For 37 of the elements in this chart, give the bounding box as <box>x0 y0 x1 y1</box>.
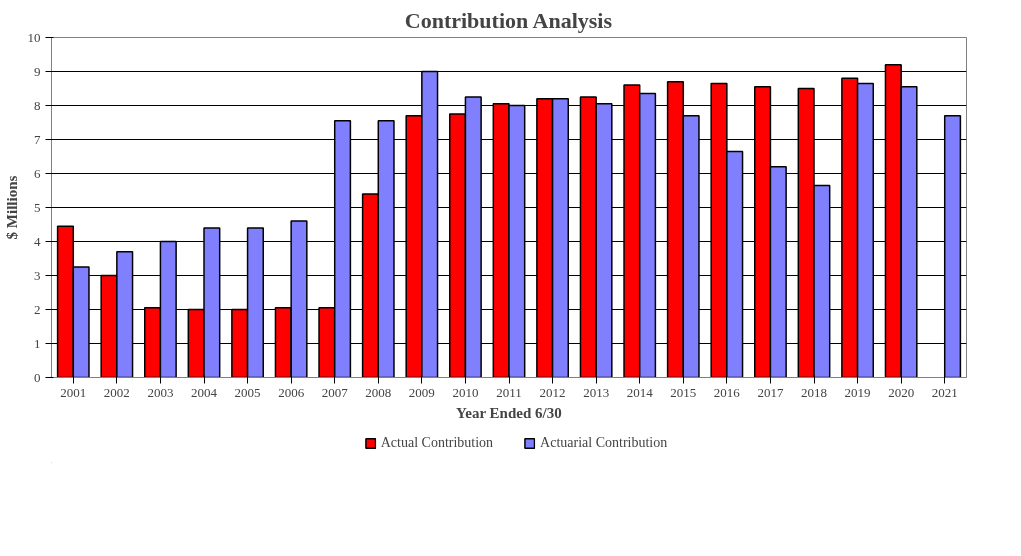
y-tick-label: 7 <box>34 131 41 147</box>
x-tick-label: 2014 <box>626 384 654 400</box>
x-tick-label: 2003 <box>147 384 174 400</box>
x-tick-label: 2016 <box>713 384 741 400</box>
chart-title: Contribution Analysis <box>404 7 613 33</box>
x-tick-label: 2009 <box>408 384 435 400</box>
legend-label: Actual Contribution <box>380 435 494 451</box>
y-tick-label: 6 <box>34 165 41 181</box>
x-axis-title: Year Ended 6/30 <box>456 404 562 421</box>
x-tick-label: 2006 <box>278 384 305 400</box>
y-tick-label: 4 <box>34 233 41 249</box>
y-tick-label: 9 <box>34 63 41 79</box>
y-axis-title: $ Millions <box>3 175 20 240</box>
x-tick-label: 2021 <box>931 384 958 400</box>
x-tick-label: 2007 <box>321 384 349 400</box>
y-tick-label: 1 <box>34 335 41 351</box>
x-tick-label: 2020 <box>888 384 915 400</box>
x-tick-label: 2002 <box>103 384 130 400</box>
x-tick-label: 2008 <box>365 384 392 400</box>
x-tick-label: 2010 <box>452 384 479 400</box>
x-tick-label: 2019 <box>844 384 871 400</box>
x-tick-label: 2018 <box>801 384 827 400</box>
y-tick-label: 10 <box>27 29 41 45</box>
y-tick-label: 2 <box>34 301 41 317</box>
x-tick-label: 2013 <box>583 384 610 400</box>
y-tick-label: 8 <box>34 97 41 113</box>
x-tick-label: 2005 <box>234 384 261 400</box>
x-tick-label: 2017 <box>757 384 784 400</box>
legend-label: Actuarial Contribution <box>540 435 668 451</box>
x-tick-label: 2012 <box>539 384 566 400</box>
y-tick-label: 3 <box>34 267 41 283</box>
x-tick-label: 2004 <box>191 384 218 400</box>
x-tick-label: 2011 <box>496 384 522 400</box>
y-tick-label: 0 <box>34 369 41 385</box>
x-tick-label: 2001 <box>60 384 87 400</box>
y-tick-label: 5 <box>34 199 41 215</box>
x-tick-label: 2015 <box>670 384 697 400</box>
